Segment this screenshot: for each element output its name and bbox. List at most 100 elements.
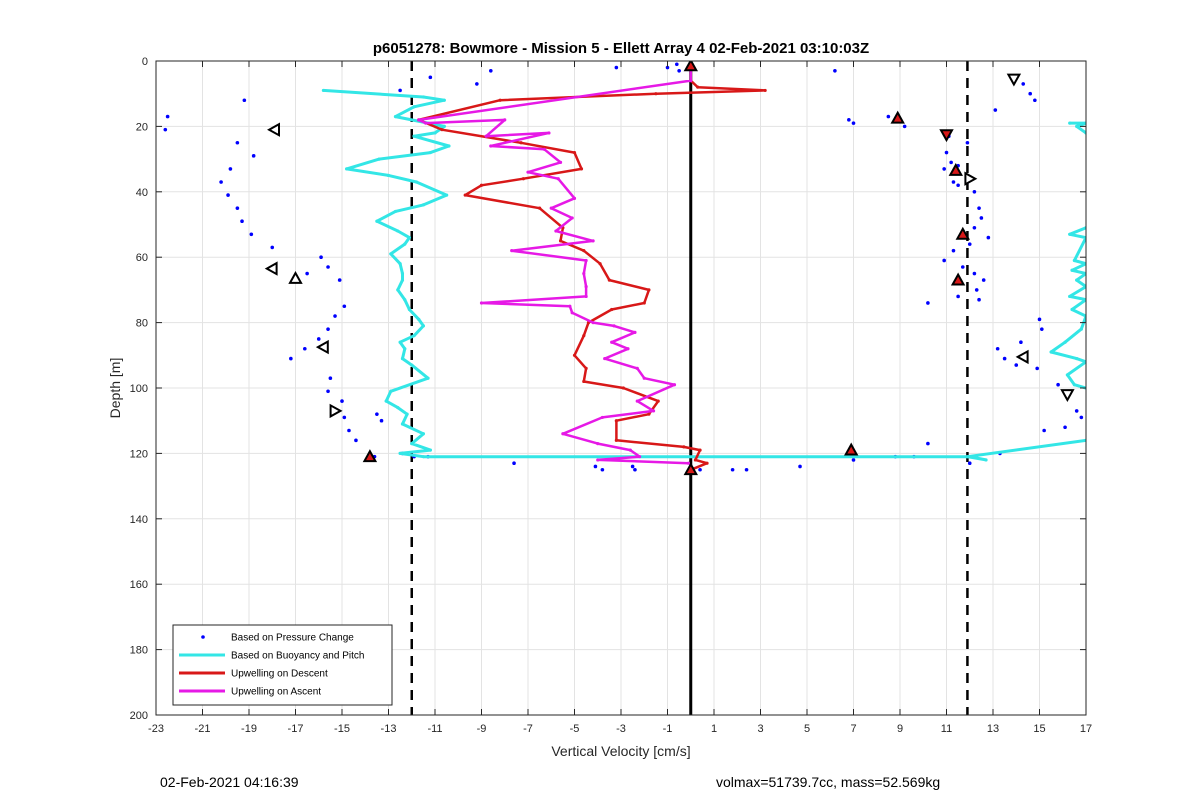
series-point-5 (642, 376, 646, 380)
series-point-5 (686, 461, 691, 465)
series-point-4 (656, 399, 660, 403)
series-point-5 (568, 304, 572, 308)
series-point-5 (626, 347, 630, 351)
pressure-change-point (926, 441, 930, 446)
series-point-1 (375, 219, 379, 223)
pressure-change-point (614, 65, 619, 70)
series-point-1 (403, 242, 407, 246)
series-point-1 (345, 167, 349, 171)
pressure-change-point (677, 69, 681, 73)
triangle-marker (1015, 349, 1029, 365)
pressure-change-point (633, 467, 637, 472)
pressure-change-point (1019, 340, 1023, 345)
series-point-5 (526, 170, 530, 174)
x-tick-label: 17 (1080, 723, 1092, 735)
series-point-3 (1070, 307, 1074, 312)
x-tick-label: 5 (804, 723, 810, 735)
pressure-change-point (974, 288, 979, 292)
series-point-4 (693, 458, 698, 462)
pressure-change-point (235, 206, 240, 210)
legend-entry-label: Upwelling on Descent (231, 669, 328, 680)
pressure-change-point (967, 242, 972, 246)
pressure-change-point (219, 180, 223, 184)
series-point-5 (689, 79, 693, 83)
triangle-marker (964, 171, 978, 186)
pressure-change-point (902, 124, 907, 129)
series-point-3 (1072, 258, 1076, 263)
triangle-marker (264, 261, 278, 276)
pressure-change-point (379, 418, 384, 423)
pressure-change-point (163, 127, 168, 132)
series-point-3 (1068, 232, 1072, 236)
series-point-5 (417, 118, 421, 122)
pressure-change-point (249, 232, 254, 237)
pressure-change-point (489, 69, 493, 73)
pressure-change-point (951, 248, 956, 253)
pressure-change-point (270, 245, 275, 250)
series-point-5 (635, 399, 639, 403)
series-point-2 (1068, 121, 1072, 125)
pressure-change-point (956, 294, 960, 299)
series-point-1 (377, 157, 381, 161)
pressure-change-point (305, 271, 309, 276)
series-point-1 (407, 235, 412, 240)
series-point-1 (400, 422, 405, 426)
pressure-change-point (342, 415, 347, 420)
series-point-5 (584, 285, 588, 289)
triangle-marker (329, 403, 343, 419)
series-point-1 (428, 448, 432, 452)
triangle-marker (890, 110, 905, 124)
pressure-change-point (675, 62, 679, 67)
series-point-5 (479, 301, 484, 305)
series-point-5 (424, 121, 428, 125)
series-point-1 (396, 406, 400, 410)
pressure-change-point (428, 75, 433, 80)
x-axis-label: Vertical Velocity [cm/s] (551, 743, 690, 759)
pressure-change-point (226, 193, 230, 197)
axis-ticks: -23 -21 -19 -17 -15 -13 -11 -9 -7 -5 -3 -1 1 3 5 7 9 11 13… (130, 56, 1092, 735)
pressure-change-point (960, 265, 965, 269)
y-tick-label: 200 (130, 710, 148, 722)
series-point-5 (542, 147, 546, 151)
series-point-5 (556, 177, 560, 181)
pressure-change-point (316, 337, 321, 341)
pressure-change-point (1028, 91, 1032, 96)
series-point-4 (607, 278, 611, 282)
pressure-change-point (354, 438, 358, 443)
series-point-1 (984, 458, 988, 462)
pressure-change-point (342, 304, 347, 309)
series-point-5 (635, 366, 639, 370)
series-point-3 (1065, 373, 1069, 377)
triangle-marker (1006, 73, 1022, 87)
triangle-marker (948, 162, 963, 176)
series-point-3 (1049, 350, 1053, 354)
y-tick-label: 60 (136, 252, 148, 264)
series-point-1 (412, 105, 416, 109)
series-point-1 (403, 347, 407, 351)
series-point-5 (596, 441, 600, 446)
y-tick-label: 180 (130, 645, 148, 657)
series-point-1 (403, 298, 407, 302)
series-point-1 (968, 455, 972, 459)
triangle-marker (288, 270, 303, 284)
pressure-change-point (1014, 363, 1019, 367)
series-point-1 (428, 150, 432, 155)
pressure-change-point (289, 356, 293, 361)
pressure-change-point (972, 190, 977, 194)
plot-content (163, 61, 1086, 715)
series-point-1 (447, 144, 451, 148)
series-point-4 (621, 386, 625, 390)
x-tick-label: 1 (711, 723, 717, 735)
pressure-change-point (240, 219, 244, 224)
pressure-change-point (886, 114, 891, 119)
pressure-change-point (979, 216, 984, 220)
series-point-1 (421, 95, 425, 99)
series-point-5 (651, 409, 656, 413)
series-point-4 (538, 206, 542, 210)
triangle-marker (950, 272, 966, 286)
series-point-4 (498, 98, 502, 102)
pressure-change-point (942, 167, 946, 171)
x-tick-label: -5 (570, 723, 580, 735)
series-line-3 (1049, 226, 1086, 390)
series-point-1 (442, 124, 446, 128)
